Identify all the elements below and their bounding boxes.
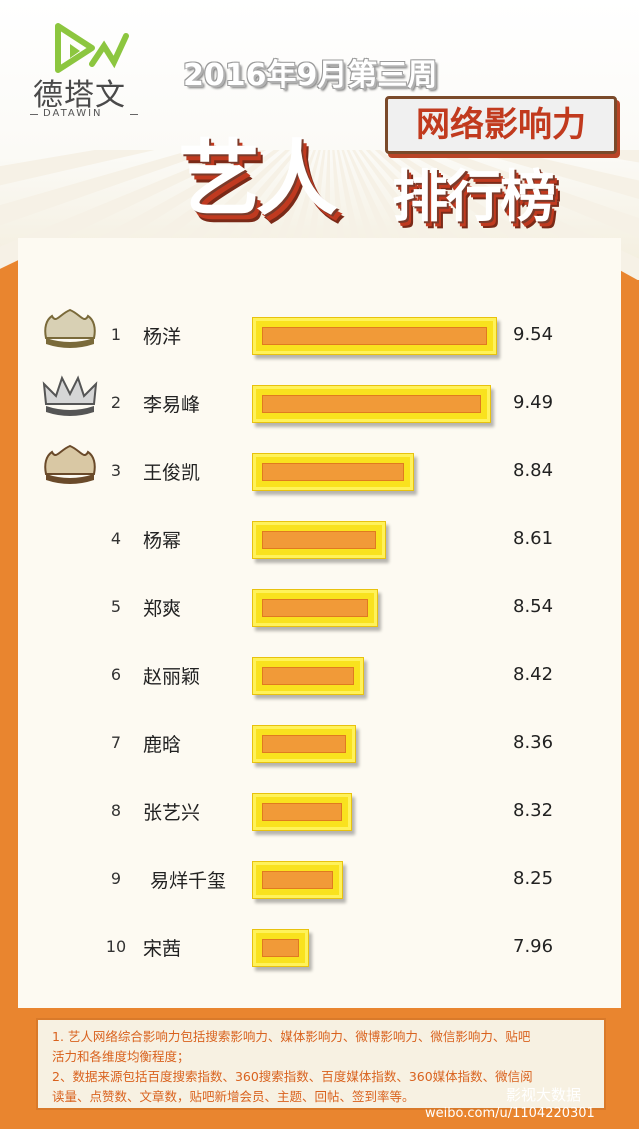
score-bar	[252, 725, 357, 763]
score-value: 8.54	[513, 596, 554, 617]
score-bar	[252, 589, 378, 627]
score-value: 7.96	[513, 936, 554, 957]
score-bar-fill	[262, 463, 404, 481]
score-bar-fill	[262, 599, 368, 617]
rank-label: 9	[110, 869, 122, 888]
score-value: 9.49	[513, 392, 554, 413]
score-bar	[252, 317, 497, 355]
score-bar-fill	[262, 735, 347, 753]
banner-text: 网络影响力	[416, 105, 586, 145]
score-bar	[252, 657, 364, 695]
score-value: 8.32	[513, 800, 554, 821]
bronze-crown-icon	[44, 444, 96, 484]
datawin-logo-icon	[55, 23, 129, 73]
score-bar	[252, 453, 414, 491]
score-value: 8.36	[513, 732, 554, 753]
note-line: 2、数据来源包括百度搜索指数、360搜索指数、百度媒体指数、360媒体指数、微信…	[52, 1069, 533, 1084]
artist-name: 张艺兴	[143, 802, 201, 824]
ray	[0, 150, 155, 186]
note-line: 活力和各维度均衡程度；	[52, 1049, 190, 1064]
artist-name: 李易峰	[143, 394, 201, 416]
artist-name: 杨幂	[143, 530, 182, 552]
note-line: 1. 艺人网络综合影响力包括搜索影响力、媒体影响力、微博影响力、微信影响力、贴吧	[52, 1029, 531, 1044]
score-bar	[252, 521, 387, 559]
score-bar-fill	[262, 939, 299, 957]
artist-name: 易烊千玺	[150, 870, 227, 892]
score-bar-fill	[262, 667, 354, 685]
score-bar	[252, 861, 344, 899]
score-bar-fill	[262, 327, 487, 345]
silver-crown-icon	[42, 375, 98, 416]
rank-label: 4	[110, 529, 122, 548]
artist-name: 王俊凯	[143, 462, 201, 484]
influence-banner: 网络影响力	[385, 96, 617, 154]
week-title: 2016年9月第三周	[183, 58, 438, 93]
score-value: 8.42	[513, 664, 554, 685]
ray	[565, 150, 639, 163]
watermark-weibo: weibo.com/u/1104220301	[425, 1106, 595, 1121]
artist-name: 鹿晗	[143, 734, 182, 756]
score-bar	[252, 793, 352, 831]
artist-name: 宋茜	[143, 938, 182, 960]
score-bar-fill	[262, 395, 481, 413]
logo-divider-left	[30, 114, 38, 115]
logo-name: 德塔文	[33, 78, 126, 113]
logo-sub: DATAWIN	[43, 108, 103, 119]
artist-name: 赵丽颖	[143, 666, 201, 688]
title-small: 排行榜	[392, 165, 556, 230]
ray	[468, 150, 639, 200]
rank-label: 2	[110, 393, 122, 412]
rank-label: 8	[110, 801, 122, 820]
notes-box: 1. 艺人网络综合影响力包括搜索影响力、媒体影响力、微博影响力、微信影响力、贴吧…	[36, 1018, 606, 1110]
rank-label: 3	[110, 461, 122, 480]
score-value: 8.61	[513, 528, 554, 549]
artist-name: 郑爽	[143, 598, 182, 620]
ray	[0, 150, 216, 226]
score-bar-fill	[262, 871, 334, 889]
rank-label: 10	[105, 937, 127, 956]
score-bar-fill	[262, 803, 342, 821]
rank-label: 1	[110, 325, 122, 344]
score-bar	[252, 385, 491, 423]
artist-name: 杨洋	[143, 326, 182, 348]
rank-label: 5	[110, 597, 122, 616]
gold-crown-icon	[44, 308, 96, 348]
rank-label: 7	[110, 733, 122, 752]
score-bar-fill	[262, 531, 377, 549]
rank-label: 6	[110, 665, 122, 684]
title-big: 艺人	[178, 132, 338, 227]
note-line: 读量、点赞数、文章数，贴吧新增会员、主题、回帖、签到率等。	[52, 1089, 415, 1104]
watermark-account: 影视大数据	[506, 1086, 582, 1104]
score-value: 8.84	[513, 460, 554, 481]
score-bar	[252, 929, 309, 967]
score-value: 9.54	[513, 324, 554, 345]
logo-divider-right	[130, 114, 138, 115]
score-value: 8.25	[513, 868, 554, 889]
